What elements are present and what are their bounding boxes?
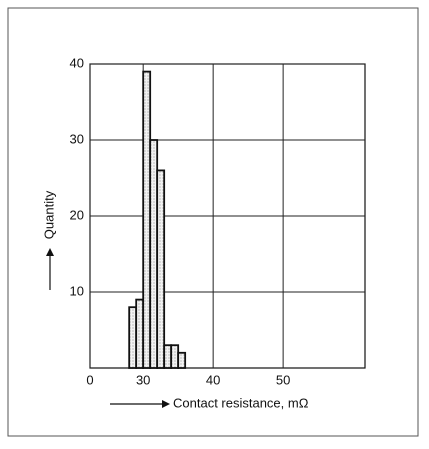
y-label: Quantity (41, 190, 56, 239)
x-axis-title: Contact resistance, mΩ (110, 395, 309, 410)
y-tick-label: 10 (70, 283, 84, 298)
y-tick-label: 30 (70, 131, 84, 146)
bar (135, 298, 145, 369)
frame (7, 7, 419, 437)
bar (177, 351, 187, 369)
y-tick-label: 40 (70, 55, 84, 70)
y-tick-label: 20 (70, 207, 84, 222)
x-tick-label: 40 (206, 372, 220, 387)
bar (142, 70, 152, 369)
x-tick-label: 0 (86, 372, 93, 387)
x-label: Contact resistance, mΩ (173, 395, 309, 410)
bar (163, 344, 173, 369)
bar (128, 306, 138, 369)
bar (149, 139, 159, 369)
y-axis-title: Quantity (41, 190, 56, 290)
x-tick-label: 50 (276, 372, 290, 387)
bar (156, 169, 166, 369)
x-tick-label: 30 (136, 372, 150, 387)
bar (170, 344, 180, 369)
